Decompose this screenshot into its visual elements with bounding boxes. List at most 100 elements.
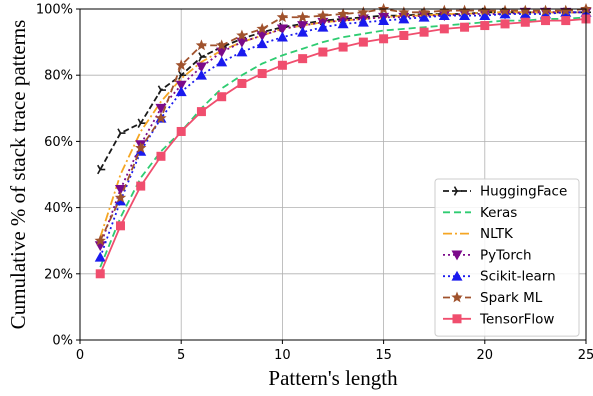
marker-spoke (198, 52, 203, 58)
x-tick-label: 25 (578, 348, 593, 363)
data-point (136, 181, 146, 191)
data-point (358, 37, 368, 47)
data-point (480, 21, 490, 31)
legend-item: TensorFlow (443, 311, 554, 327)
data-point (459, 10, 471, 21)
marker-spoke (97, 164, 101, 170)
data-point (217, 92, 227, 102)
data-point (540, 8, 552, 19)
legend-marker (451, 270, 463, 281)
data-point (500, 19, 510, 29)
legend-label: TensorFlow (479, 311, 554, 327)
data-point (195, 39, 208, 51)
data-point (137, 118, 146, 128)
data-point (337, 7, 349, 19)
marker-spoke (97, 169, 101, 175)
data-point (215, 39, 228, 51)
marker-spoke (137, 122, 142, 128)
marker-spoke (137, 118, 142, 124)
data-point (479, 10, 491, 21)
data-point (135, 142, 147, 153)
data-point (338, 42, 348, 52)
marker-spoke (117, 132, 122, 138)
data-point (114, 195, 126, 206)
data-point (580, 3, 592, 14)
data-point (337, 18, 349, 29)
marker-spoke (157, 85, 162, 91)
legend-item: PyTorch (443, 247, 532, 263)
data-point (95, 269, 105, 279)
legend-label: Scikit-learn (480, 269, 556, 285)
data-point (438, 4, 451, 16)
data-point (195, 62, 207, 73)
data-point (135, 145, 147, 156)
legend-item: Keras (443, 205, 517, 221)
y-tick-label: 60% (44, 135, 73, 150)
x-axis-title: Pattern's length (268, 366, 398, 390)
data-point (176, 126, 186, 136)
data-point (236, 29, 248, 41)
data-point (519, 8, 531, 19)
legend-marker (451, 291, 463, 303)
data-point (236, 46, 248, 57)
data-point (377, 3, 390, 14)
data-point (520, 17, 530, 27)
data-point (460, 22, 470, 32)
data-point (256, 31, 268, 41)
data-point (237, 78, 247, 88)
data-point (439, 24, 449, 34)
legend-item: HuggingFace (443, 184, 567, 200)
series-layer (94, 3, 592, 279)
data-point (115, 221, 125, 231)
data-point (117, 128, 126, 138)
legend-label: PyTorch (480, 247, 532, 263)
data-point (297, 21, 309, 32)
marker-spoke (453, 186, 458, 192)
marker-spoke (117, 128, 122, 134)
y-tick-label: 40% (44, 201, 73, 216)
data-point (398, 13, 410, 24)
data-point (195, 69, 207, 80)
data-point (216, 47, 228, 58)
data-point (458, 4, 471, 16)
x-tick-label: 15 (375, 348, 392, 363)
data-point (277, 60, 287, 70)
data-point (276, 31, 288, 42)
series-line (99, 11, 586, 170)
data-point (236, 37, 248, 48)
legend-item: Scikit-learn (443, 269, 556, 285)
data-point (256, 22, 268, 34)
legend-marker (453, 186, 462, 196)
y-axis-title: Cumulative % of stack trace patterns (6, 20, 30, 330)
legend-label: Keras (480, 205, 517, 221)
data-point (539, 4, 552, 16)
data-point (114, 191, 127, 203)
data-point (357, 6, 370, 18)
data-point (398, 6, 410, 18)
legend-item: NLTK (443, 226, 514, 242)
data-point (155, 112, 167, 124)
data-point (156, 151, 166, 161)
data-point (94, 251, 106, 262)
legend-label: HuggingFace (480, 184, 567, 200)
data-point (418, 11, 430, 22)
data-point (155, 103, 167, 114)
x-tick-label: 20 (477, 348, 494, 363)
x-tick-label: 0 (76, 348, 84, 363)
data-point (298, 54, 308, 64)
data-point (399, 30, 409, 40)
y-tick-label: 0% (52, 334, 73, 349)
marker-spoke (198, 56, 203, 62)
data-point (257, 69, 267, 79)
data-point (379, 34, 389, 44)
data-point (418, 6, 430, 18)
data-point (378, 15, 390, 25)
data-point (499, 8, 511, 19)
data-point (198, 52, 207, 62)
legend: HuggingFace Keras NLTK PyTorch Scikit-learn S… (434, 178, 580, 337)
series-spark-ml (94, 3, 592, 246)
data-point (499, 4, 511, 16)
marker-spoke (453, 190, 458, 196)
data-point (276, 24, 288, 35)
